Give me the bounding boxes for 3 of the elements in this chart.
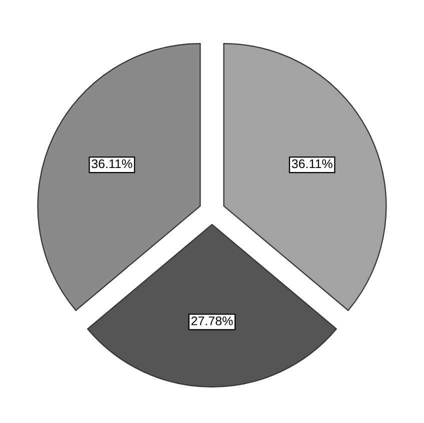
data-label: 27.78%	[191, 316, 233, 326]
data-label: 36.11%	[92, 159, 132, 168]
data-label: 36.11%	[292, 159, 332, 168]
